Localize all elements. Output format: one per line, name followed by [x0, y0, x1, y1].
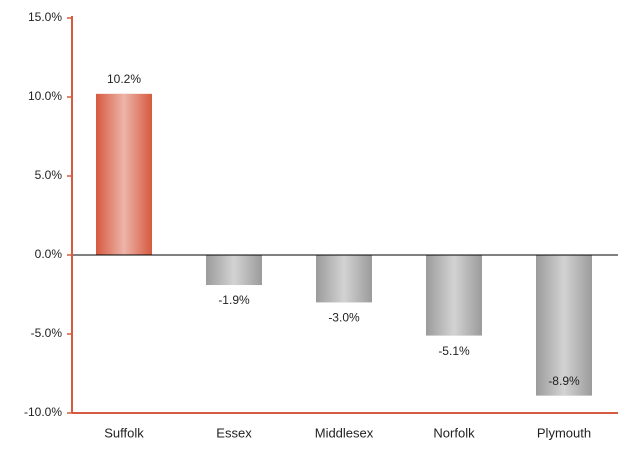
y-tick-label: -5.0%: [31, 326, 63, 340]
y-tick-label: 15.0%: [28, 10, 62, 24]
y-tick-label: -10.0%: [24, 405, 62, 419]
value-label: -5.1%: [438, 344, 470, 358]
bar-shine: [96, 93, 152, 255]
value-label: -1.9%: [218, 293, 250, 307]
value-label: 10.2%: [107, 72, 141, 86]
x-tick-label: Plymouth: [537, 425, 591, 440]
y-tick-label: 10.0%: [28, 89, 62, 103]
value-label: -3.0%: [328, 311, 360, 325]
y-tick-label: 5.0%: [35, 168, 63, 182]
value-label: -8.9%: [548, 374, 580, 388]
x-tick-label: Suffolk: [104, 425, 144, 440]
y-tick-label: 0.0%: [35, 247, 63, 261]
bar-shine: [316, 255, 372, 303]
x-tick-label: Middlesex: [315, 425, 374, 440]
x-tick-label: Essex: [216, 425, 252, 440]
bar-shine: [426, 255, 482, 336]
bar-shine: [536, 255, 592, 396]
bar-shine: [206, 255, 262, 286]
x-tick-label: Norfolk: [433, 425, 475, 440]
